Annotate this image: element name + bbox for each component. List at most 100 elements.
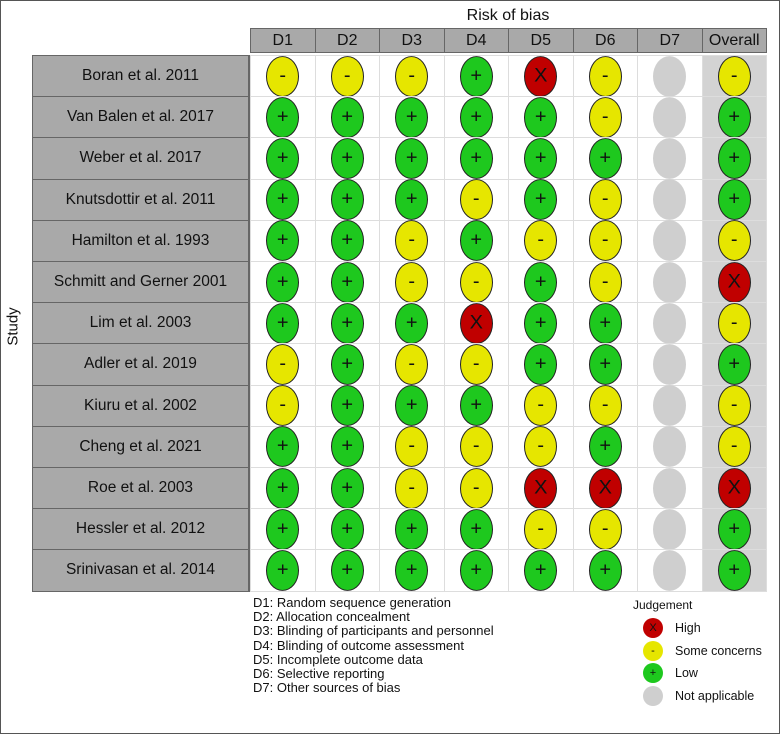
judgement-cell: - <box>701 302 767 345</box>
judgement-some-concerns-icon: - <box>588 385 622 427</box>
judgement-some-concerns-icon: - <box>459 344 493 385</box>
column-header-d2: D2 <box>314 28 380 53</box>
judgement-low-icon: + <box>717 96 751 138</box>
judgement-some-concerns-icon: - <box>588 96 622 138</box>
judgement-low-icon: + <box>330 179 364 221</box>
judgement-low-icon: + <box>588 138 622 179</box>
judgement-low-icon: + <box>330 550 364 591</box>
judgement-high-icon: X <box>459 302 493 344</box>
judgement-some-concerns-icon: - <box>459 179 493 221</box>
judgement-cell: + <box>443 219 509 262</box>
judgement-low-icon: + <box>395 385 429 427</box>
judgement-cell: - <box>443 425 509 468</box>
judgement-cell: - <box>379 219 445 262</box>
judgement-cell: + <box>379 508 445 551</box>
judgement-cell: + <box>250 549 316 592</box>
judgement-cell: + <box>379 96 445 139</box>
judgement-not-applicable-icon <box>653 344 687 385</box>
judgement-cell: + <box>379 384 445 427</box>
judgement-cell: - <box>508 219 574 262</box>
judgement-low-icon: + <box>524 302 558 344</box>
judgement-low-icon: + <box>459 385 493 427</box>
judgement-cell: + <box>572 549 638 592</box>
column-header-d5: D5 <box>508 28 574 53</box>
judgement-cell: - <box>572 219 638 262</box>
judgement-low-icon: + <box>717 344 751 385</box>
judgement-low-icon: + <box>266 302 300 344</box>
judgement-some-concerns-icon: - <box>524 426 558 468</box>
judgement-low-icon: + <box>459 508 493 550</box>
judgement-some-concerns-icon: - <box>266 55 300 97</box>
judgement-cell: + <box>250 467 316 510</box>
judgement-cell <box>637 425 703 468</box>
study-label: Cheng et al. 2021 <box>32 425 250 468</box>
judgement-low-icon: + <box>330 96 364 138</box>
judgement-some-concerns-icon: - <box>330 55 364 97</box>
y-axis-label: Study <box>4 307 22 346</box>
judgement-not-applicable-icon <box>653 385 687 427</box>
judgement-cell: - <box>701 384 767 427</box>
judgement-cell: + <box>379 302 445 345</box>
judgement-not-applicable-icon <box>653 261 687 303</box>
judgement-low-icon: + <box>330 426 364 468</box>
study-label: Hessler et al. 2012 <box>32 508 250 551</box>
judgement-high-icon: X <box>717 261 751 303</box>
judgement-cell: + <box>250 302 316 345</box>
judgement-low-icon: + <box>395 550 429 591</box>
judgement-cell: - <box>701 219 767 262</box>
judgement-low-icon: + <box>266 96 300 138</box>
judgement-some-concerns-icon: - <box>643 640 663 661</box>
judgement-cell: X <box>701 261 767 304</box>
judgement-some-concerns-icon: - <box>717 426 751 468</box>
judgement-some-concerns-icon: - <box>459 261 493 303</box>
judgement-cell: + <box>508 178 574 221</box>
judgement-cell: X <box>701 467 767 510</box>
judgement-low-icon: + <box>266 220 300 262</box>
judgement-cell: - <box>508 508 574 551</box>
judgement-cell: - <box>508 384 574 427</box>
judgement-some-concerns-icon: - <box>524 220 558 262</box>
judgement-legend-label: High <box>675 621 701 635</box>
judgement-low-icon: + <box>717 179 751 221</box>
judgement-some-concerns-icon: - <box>524 385 558 427</box>
judgement-cell <box>637 261 703 304</box>
judgement-cell: - <box>572 55 638 98</box>
study-label: Boran et al. 2011 <box>32 55 250 98</box>
judgement-cell: - <box>701 55 767 98</box>
judgement-legend-label: Some concerns <box>675 643 762 658</box>
judgement-not-applicable-icon <box>653 96 687 138</box>
judgement-cell: + <box>314 343 380 386</box>
judgement-low-icon: + <box>717 508 751 550</box>
column-header-overall: Overall <box>701 28 767 53</box>
judgement-cell: - <box>379 261 445 304</box>
judgement-low-icon: + <box>266 467 300 509</box>
judgement-cell: + <box>314 549 380 592</box>
judgement-low-icon: + <box>330 385 364 427</box>
judgement-low-icon: + <box>524 550 558 591</box>
judgement-cell: + <box>314 508 380 551</box>
judgement-low-icon: + <box>395 96 429 138</box>
judgement-low-icon: + <box>266 261 300 303</box>
judgement-low-icon: + <box>459 220 493 262</box>
judgement-low-icon: + <box>524 179 558 221</box>
judgement-cell: + <box>250 508 316 551</box>
domain-legend-item: D1: Random sequence generation <box>253 595 452 610</box>
domain-legend-item: D5: Incomplete outcome data <box>253 651 423 667</box>
judgement-low-icon: + <box>524 138 558 179</box>
judgement-cell <box>637 467 703 510</box>
judgement-low-icon: + <box>395 138 429 179</box>
study-label: Adler et al. 2019 <box>32 343 250 386</box>
judgement-not-applicable-icon <box>653 508 687 550</box>
judgement-legend-item: + Low <box>643 663 698 684</box>
judgement-not-applicable-icon <box>653 467 687 509</box>
judgement-low-icon: + <box>266 508 300 550</box>
judgement-cell: + <box>314 384 380 427</box>
judgement-cell <box>637 302 703 345</box>
judgement-low-icon: + <box>524 344 558 385</box>
judgement-low-icon: + <box>266 550 300 591</box>
domain-legend-item: D4: Blinding of outcome assessment <box>253 637 464 653</box>
judgement-low-icon: + <box>330 467 364 509</box>
judgement-cell: + <box>508 302 574 345</box>
chart-title: Risk of bias <box>466 7 550 24</box>
judgement-low-icon: + <box>717 138 751 179</box>
